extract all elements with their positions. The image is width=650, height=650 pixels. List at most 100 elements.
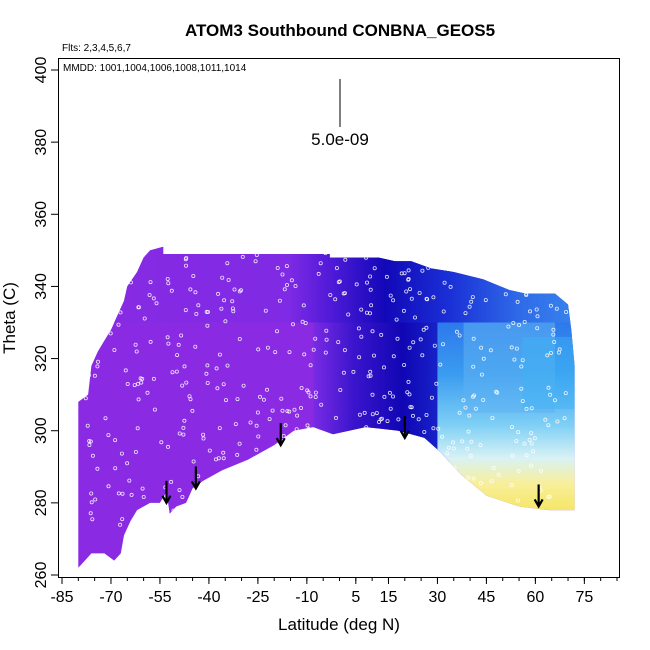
sample-point — [372, 266, 377, 271]
sample-point — [464, 492, 469, 497]
sample-point — [388, 293, 393, 298]
sample-point — [529, 431, 534, 436]
sample-point — [215, 510, 220, 515]
field-cyan-blob — [522, 336, 575, 410]
sample-point — [405, 460, 410, 465]
sample-point — [89, 491, 94, 496]
sample-point — [357, 355, 362, 360]
sample-point — [87, 373, 92, 378]
sample-point — [481, 356, 486, 361]
sample-point — [88, 439, 93, 444]
sample-point — [205, 309, 210, 314]
sample-point — [184, 380, 189, 385]
sample-point — [517, 506, 522, 511]
sample-point — [441, 309, 446, 314]
sample-point — [370, 329, 375, 334]
sample-point — [115, 301, 120, 306]
sample-point — [103, 250, 108, 255]
sample-point — [240, 528, 245, 533]
sample-point — [318, 462, 323, 467]
sample-point — [311, 470, 316, 475]
sample-point — [254, 447, 259, 452]
sample-point — [520, 358, 525, 363]
sample-point — [204, 492, 209, 497]
sample-point — [347, 452, 352, 457]
sample-point — [237, 289, 242, 294]
sample-point — [170, 370, 175, 375]
sample-point — [124, 266, 129, 271]
sample-point — [405, 528, 410, 533]
sample-point — [514, 438, 519, 443]
y-tick-label: 340 — [33, 273, 50, 300]
sample-point — [460, 439, 465, 444]
sample-point — [263, 308, 268, 313]
sample-point — [446, 466, 451, 471]
sample-point — [235, 397, 240, 402]
sample-point — [88, 511, 93, 516]
sample-point — [151, 376, 156, 381]
sample-point — [145, 390, 150, 395]
sample-point — [404, 514, 409, 519]
sample-point — [151, 296, 156, 301]
sample-point — [103, 416, 108, 421]
sample-point — [421, 327, 426, 332]
sample-point — [353, 505, 358, 510]
sample-point — [388, 249, 393, 254]
flight-direction-arrow — [275, 423, 286, 448]
sample-point — [214, 366, 219, 371]
sample-point — [466, 249, 471, 254]
sample-point — [136, 397, 141, 402]
sample-point — [434, 381, 439, 386]
sample-point — [402, 362, 407, 367]
x-tick-label: -40 — [197, 589, 220, 606]
sample-point — [411, 340, 416, 345]
sample-point — [412, 315, 417, 320]
sample-point — [328, 292, 333, 297]
sample-point — [357, 412, 362, 417]
sample-point — [368, 274, 373, 279]
sample-point — [311, 347, 316, 352]
sample-point — [227, 483, 232, 488]
sample-point — [101, 310, 106, 315]
sample-point — [528, 309, 533, 314]
sample-point — [95, 292, 100, 297]
sample-point — [397, 455, 402, 460]
sample-point — [429, 395, 434, 400]
sample-point — [548, 303, 553, 308]
sample-point — [384, 274, 389, 279]
sample-point — [223, 319, 228, 324]
sample-point — [125, 381, 130, 386]
sample-point — [529, 406, 534, 411]
sample-point — [191, 273, 196, 278]
sample-point — [320, 518, 325, 523]
field-light-blue-blob — [463, 322, 555, 413]
sample-point — [118, 310, 123, 315]
y-tick-label: 260 — [33, 562, 50, 589]
sample-point — [287, 409, 292, 414]
sample-point — [533, 267, 538, 272]
sample-point — [323, 350, 328, 355]
sample-point — [468, 453, 473, 458]
sample-point — [429, 250, 434, 255]
sample-point — [188, 287, 193, 292]
sample-point — [217, 426, 222, 431]
x-tick-label: 5 — [351, 589, 360, 606]
sample-point — [309, 516, 314, 521]
sample-point — [553, 398, 558, 403]
sample-point — [204, 371, 209, 376]
sample-point — [535, 314, 540, 319]
sample-point — [283, 423, 288, 428]
sample-point — [182, 364, 187, 369]
sample-point — [351, 369, 356, 374]
sample-point — [358, 469, 363, 474]
sample-point — [466, 475, 471, 480]
sample-point — [113, 438, 118, 443]
sample-point — [379, 332, 384, 337]
sample-point — [488, 497, 493, 502]
sample-point — [411, 459, 416, 464]
sample-point — [134, 349, 139, 354]
sample-point — [213, 457, 218, 462]
sample-point — [343, 257, 348, 262]
sample-point — [326, 452, 331, 457]
